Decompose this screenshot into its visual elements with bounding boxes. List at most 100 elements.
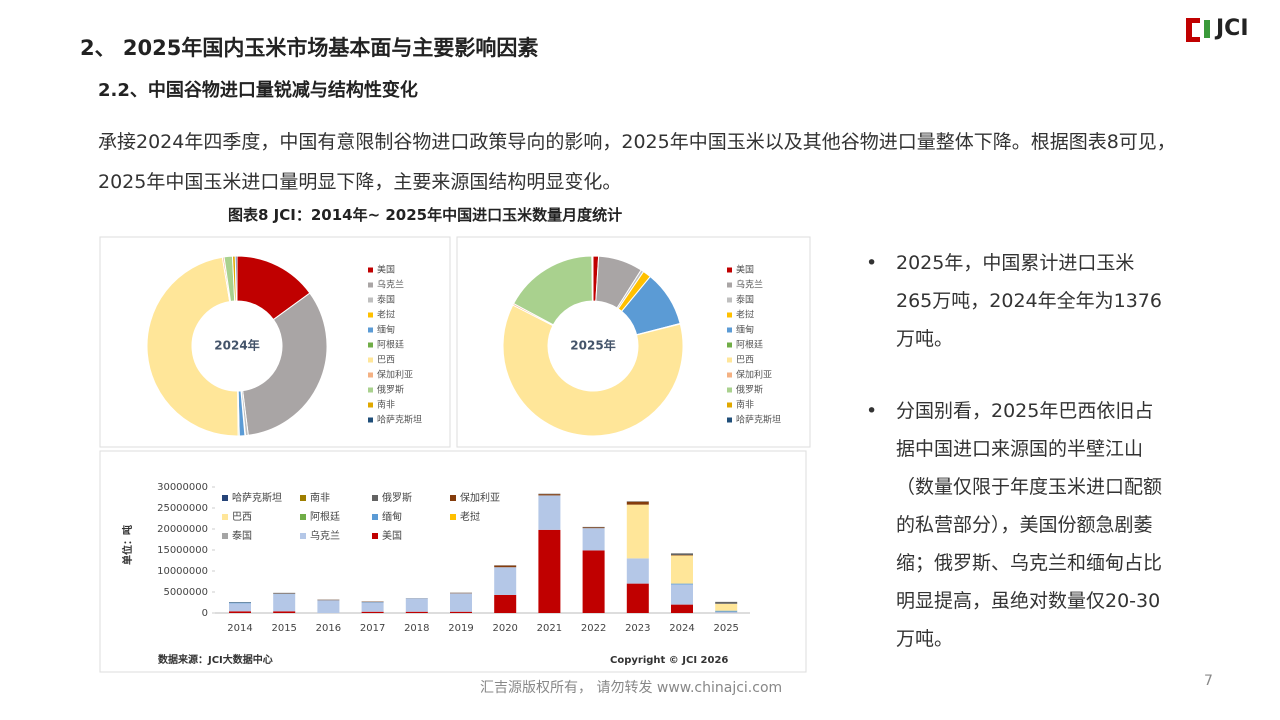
- bar-segment: [273, 594, 296, 612]
- legend-label: 缅甸: [736, 324, 754, 336]
- legend-swatch: [727, 387, 732, 393]
- x-tick-label: 2020: [492, 623, 517, 634]
- bar-segment: [626, 558, 649, 584]
- figure-caption: 图表8 JCI：2014年~ 2025年中国进口玉米数量月度统计: [228, 206, 623, 224]
- legend-swatch: [450, 495, 456, 501]
- legend-label: 哈萨克斯坦: [736, 414, 781, 426]
- bar-segment: [229, 603, 251, 612]
- legend-swatch: [727, 342, 732, 348]
- pie-slice: [591, 255, 594, 302]
- bar-segment: [405, 611, 428, 613]
- logo: JCI: [1186, 16, 1256, 44]
- legend-label: 缅甸: [377, 324, 395, 336]
- bar-segment: [450, 593, 472, 612]
- bullet-list: • 2025年，中国累计进口玉米265万吨，2024年全年为1376万吨。 • 分国…: [866, 244, 1166, 658]
- logo-mark: [1204, 20, 1210, 38]
- y-tick-label: 15000000: [157, 545, 208, 556]
- legend-swatch: [300, 495, 306, 501]
- page-number: 7: [1204, 673, 1213, 689]
- bar-segment: [582, 527, 605, 529]
- x-tick-label: 2025: [713, 623, 738, 634]
- bar-segment: [405, 598, 428, 612]
- logo-mark: [1186, 37, 1200, 42]
- legend-label: 俄罗斯: [377, 384, 404, 396]
- bar-segment: [273, 611, 296, 613]
- legend-swatch: [368, 372, 373, 378]
- legend-label: 巴西: [736, 355, 754, 366]
- legend-swatch: [368, 342, 373, 348]
- legend-swatch: [727, 267, 732, 273]
- source: 数据来源：JCI大数据中心: [158, 653, 273, 666]
- legend-swatch: [372, 514, 378, 520]
- legend-label: 巴西: [377, 355, 395, 366]
- bar-segment: [715, 603, 738, 611]
- legend-label: 乌克兰: [736, 279, 763, 291]
- bar-segment: [361, 611, 384, 613]
- legend-label: 保加利亚: [460, 491, 500, 504]
- legend-swatch: [450, 514, 456, 520]
- legend-label: 老挝: [377, 309, 395, 321]
- copyright: Copyright © JCI 2026: [610, 655, 728, 666]
- legend-label: 美国: [736, 264, 754, 276]
- y-axis-label: 单位：吨: [121, 525, 134, 565]
- bar-segment: [626, 583, 649, 613]
- legend-label: 南非: [377, 399, 395, 411]
- legend-label: 乌克兰: [310, 529, 340, 542]
- bar-segment: [582, 550, 605, 613]
- x-tick-label: 2014: [227, 623, 252, 634]
- legend-label: 美国: [382, 529, 402, 542]
- x-tick-label: 2016: [316, 623, 341, 634]
- legend-swatch: [300, 514, 306, 520]
- section-title: 2.2、中国谷物进口量锐减与结构性变化: [98, 80, 418, 101]
- pie-center-label: 2025年: [570, 338, 615, 353]
- bullet-text: 分国别看，2025年巴西依旧占据中国进口来源国的半壁江山（数量仅限于年度玉米进口…: [896, 400, 1163, 650]
- logo-text: JCI: [1216, 16, 1249, 41]
- x-tick-label: 2015: [271, 623, 296, 634]
- legend-label: 泰国: [736, 294, 754, 306]
- pie-slice: [146, 256, 239, 437]
- legend-label: 阿根廷: [310, 510, 340, 523]
- legend-swatch: [727, 417, 732, 423]
- legend-swatch: [368, 282, 373, 288]
- bar-segment: [626, 504, 649, 559]
- bar-segment: [538, 495, 561, 530]
- legend-label: 保加利亚: [377, 369, 413, 381]
- pie-center-label: 2024年: [214, 338, 259, 353]
- legend-swatch: [368, 327, 373, 333]
- x-tick-label: 2018: [404, 623, 429, 634]
- legend-swatch: [372, 533, 378, 539]
- legend-swatch: [727, 327, 732, 333]
- bar-segment: [317, 600, 340, 613]
- legend-swatch: [727, 372, 732, 378]
- legend-swatch: [368, 267, 373, 273]
- legend-label: 缅甸: [382, 510, 402, 523]
- bar-segment: [715, 610, 738, 612]
- legend-swatch: [368, 357, 373, 363]
- legend-label: 哈萨克斯坦: [232, 491, 282, 504]
- legend-label: 阿根廷: [736, 339, 763, 351]
- legend-label: 俄罗斯: [736, 384, 763, 396]
- bar-segment: [626, 501, 649, 505]
- bullet-item: • 分国别看，2025年巴西依旧占据中国进口来源国的半壁江山（数量仅限于年度玉米进…: [866, 392, 1166, 658]
- bar-segment: [494, 567, 517, 595]
- x-tick-label: 2021: [537, 623, 562, 634]
- legend-swatch: [372, 495, 378, 501]
- legend-swatch: [368, 312, 373, 318]
- y-tick-label: 25000000: [157, 503, 208, 514]
- bar-segment: [671, 604, 693, 613]
- bar-segment: [494, 594, 517, 613]
- legend-swatch: [368, 417, 373, 423]
- bar-segment: [582, 528, 605, 551]
- slide-title: 2、 2025年国内玉米市场基本面与主要影响因素: [80, 36, 539, 60]
- x-tick-label: 2024: [669, 623, 694, 634]
- x-tick-label: 2019: [448, 623, 473, 634]
- bar-segment: [671, 553, 693, 556]
- legend-label: 哈萨克斯坦: [377, 414, 422, 426]
- logo-mark: [1186, 18, 1200, 23]
- footer: 汇吉源版权所有， 请勿转发 www.chinajci.com: [480, 680, 783, 696]
- legend-label: 阿根廷: [377, 339, 404, 351]
- legend-swatch: [368, 402, 373, 408]
- legend-label: 南非: [736, 399, 754, 411]
